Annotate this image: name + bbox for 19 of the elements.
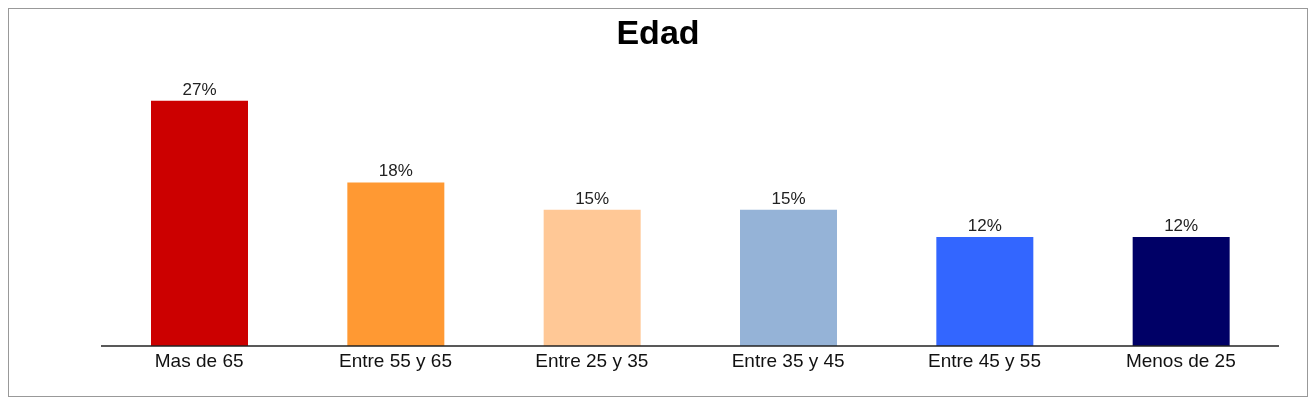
bar (1132, 236, 1230, 346)
x-tick-label: Entre 55 y 65 (338, 350, 453, 372)
x-tick-label: Mas de 65 (154, 350, 244, 372)
chart-title: Edad (615, 12, 701, 53)
data-label: 15% (771, 188, 806, 208)
data-label: 15% (575, 188, 610, 208)
x-tick-label: Entre 25 y 35 (535, 350, 649, 372)
bar (347, 182, 445, 346)
bar (740, 209, 837, 346)
x-tick-label: Entre 45 y 55 (927, 350, 1042, 372)
x-tick-label: Menos de 25 (1125, 350, 1236, 372)
data-label: 12% (967, 215, 1002, 235)
bar (543, 209, 641, 346)
data-label: 12% (1164, 215, 1199, 235)
x-tick-label: Entre 35 y 45 (731, 350, 845, 372)
bar (151, 100, 248, 346)
data-label: 18% (378, 161, 413, 181)
bar (936, 236, 1034, 346)
data-label: 27% (182, 79, 217, 99)
